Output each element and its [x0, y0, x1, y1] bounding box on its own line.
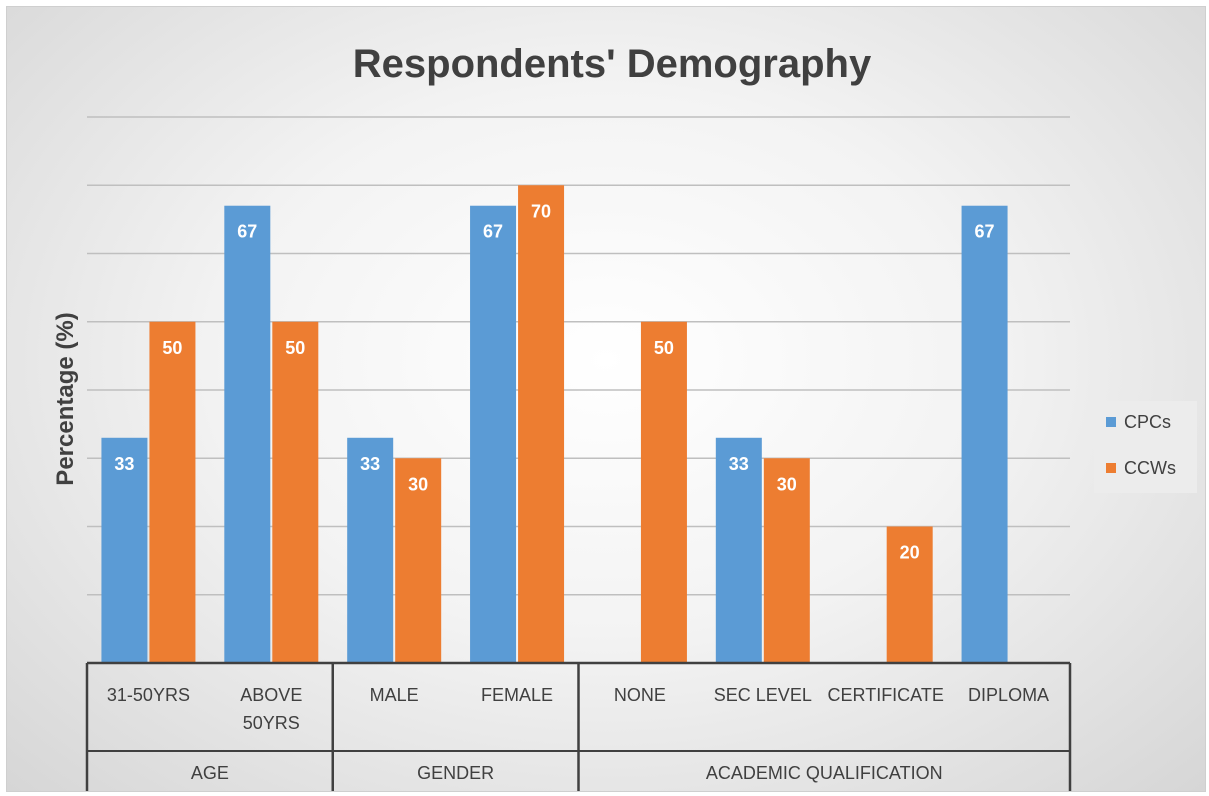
data-label: 30	[777, 474, 797, 494]
data-label: 30	[408, 474, 428, 494]
category-label: DIPLOMA	[968, 685, 1049, 705]
legend-swatch-ccws	[1106, 463, 1116, 473]
data-labels: 33 50 67 50 33 30 67 70 50 33 30 20 67	[114, 201, 994, 562]
legend-entry: CPCs	[1124, 412, 1171, 432]
bars	[101, 185, 1008, 663]
category-label: MALE	[370, 685, 419, 705]
data-label: 33	[360, 454, 380, 474]
y-axis-label: Percentage (%)	[52, 312, 79, 485]
data-label: 33	[114, 454, 134, 474]
bar-cpcs-5	[715, 437, 762, 663]
category-label: NONE	[614, 685, 666, 705]
data-label: 67	[483, 222, 503, 242]
bar-ccws-0	[149, 321, 196, 663]
legend: CPCs CCWs	[1094, 401, 1197, 493]
data-label: 50	[162, 338, 182, 358]
bar-ccws-2	[395, 458, 442, 663]
data-label: 50	[285, 338, 305, 358]
bar-ccws-1	[272, 321, 319, 663]
category-axis: 31-50YRS ABOVE 50YRS MALE FEMALE NONE SEC LEVE…	[85, 661, 1072, 791]
bar-ccws-3	[518, 185, 565, 663]
group-label: ACADEMIC QUALIFICATION	[706, 763, 943, 783]
data-label: 50	[654, 338, 674, 358]
bar-ccws-5	[763, 458, 810, 663]
data-label: 67	[975, 222, 995, 242]
data-label: 20	[900, 543, 920, 563]
bar-ccws-4	[640, 321, 687, 663]
bar-cpcs-0	[101, 437, 148, 663]
legend-box	[1094, 401, 1197, 493]
category-label: ABOVE	[240, 685, 302, 705]
bar-cpcs-7	[961, 205, 1008, 663]
category-label: SEC LEVEL	[714, 685, 812, 705]
data-label: 67	[237, 222, 257, 242]
category-label: CERTIFICATE	[828, 685, 944, 705]
data-label: 33	[729, 454, 749, 474]
chart-frame: Respondents' Demography 33 50 67 50 33 30 67 70…	[6, 6, 1206, 792]
bar-cpcs-2	[347, 437, 394, 663]
bar-ccws-6	[886, 526, 933, 663]
legend-swatch-cpcs	[1106, 417, 1116, 427]
group-label: AGE	[191, 763, 229, 783]
legend-entry: CCWs	[1124, 458, 1176, 478]
bar-cpcs-1	[224, 205, 271, 663]
data-label: 70	[531, 201, 551, 221]
chart-title: Respondents' Demography	[353, 42, 872, 86]
category-label: FEMALE	[481, 685, 553, 705]
group-label: GENDER	[417, 763, 494, 783]
category-label: 31-50YRS	[107, 685, 190, 705]
bar-cpcs-3	[470, 205, 517, 663]
category-label: 50YRS	[243, 713, 300, 733]
bar-chart: Respondents' Demography 33 50 67 50 33 30 67 70…	[52, 42, 1197, 791]
